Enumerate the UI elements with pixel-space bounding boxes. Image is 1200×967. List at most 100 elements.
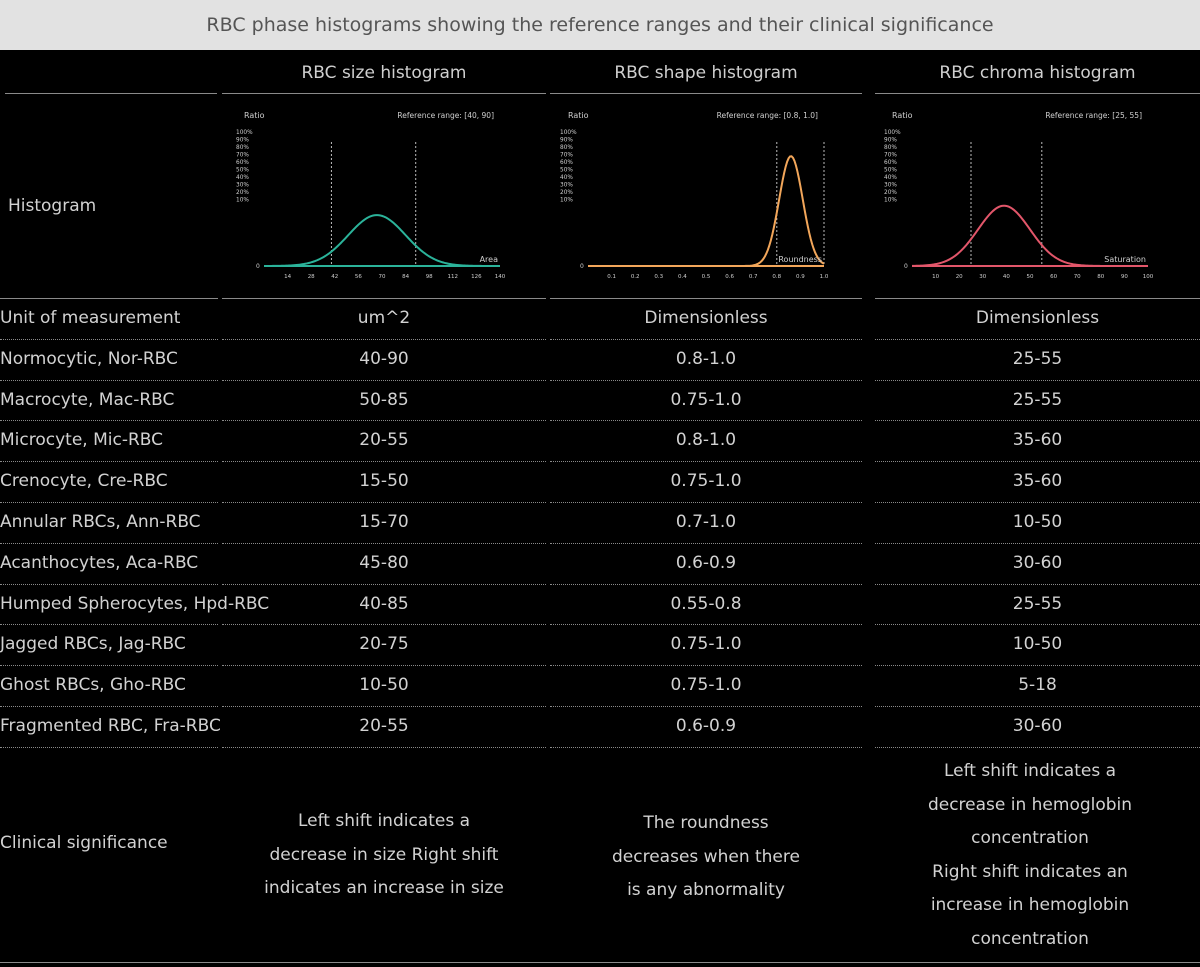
row-divider: [550, 461, 862, 463]
reference-range-label: Reference range: [25, 55]: [1045, 111, 1142, 120]
row-label: Crenocyte, Cre-RBC: [0, 471, 168, 492]
x-tick-label: 20: [956, 274, 963, 280]
clinical-size-text: Left shift indicates a decrease in size R…: [222, 805, 546, 906]
divider: [550, 93, 862, 94]
clinical-line: decrease in size Right shift: [269, 844, 499, 865]
row-divider: [550, 624, 862, 626]
y-tick-label: 50%: [884, 168, 897, 174]
bottom-divider: [0, 962, 1200, 963]
y-tick-label: 40%: [236, 175, 249, 181]
y-tick-label: 60%: [884, 160, 897, 166]
row-divider: [550, 583, 862, 585]
clinical-line: concentration: [971, 928, 1089, 949]
row-divider: [550, 746, 862, 748]
column-header-chroma: RBC chroma histogram: [939, 63, 1136, 83]
row-divider: [222, 665, 546, 667]
x-tick-label: 70: [1074, 274, 1081, 280]
row-label: Unit of measurement: [0, 308, 181, 328]
row-divider: [550, 502, 862, 503]
row-divider: [875, 583, 1200, 585]
x-tick-label: 14: [284, 274, 291, 280]
y-tick-label: 10%: [236, 198, 249, 204]
table-cell: um^2: [357, 308, 411, 328]
y-tick-label: 100%: [236, 130, 253, 136]
table-cell: 5-18: [1018, 675, 1057, 696]
clinical-line: is any abnormality: [627, 880, 785, 900]
row-divider: [875, 665, 1200, 667]
y-tick-label: 30%: [560, 183, 573, 189]
row-label: Normocytic, Nor-RBC: [0, 348, 178, 369]
table-cell: 0.6-0.9: [675, 716, 737, 736]
row-divider: [875, 746, 1200, 748]
y-tick-label: 70%: [884, 153, 897, 159]
table-cell: 10-50: [359, 675, 409, 696]
row-label: Fragmented RBC, Fra-RBC: [0, 716, 221, 736]
table-cell: 0.8-1.0: [675, 430, 737, 451]
distribution-curve: [588, 155, 825, 267]
shape-histogram: Ratio Reference range: [0.8, 1.0] 100% 90%8…: [560, 111, 829, 280]
row-divider: [0, 461, 218, 463]
table-cell: 20-55: [359, 430, 409, 451]
y-tick-label: 20%: [236, 190, 249, 196]
distribution-curve: [911, 204, 1148, 267]
table-cell: 30-60: [1012, 552, 1063, 573]
table-cell: 10-50: [1012, 634, 1063, 655]
distribution-curve: [263, 214, 500, 267]
clinical-line: decrease in hemoglobin: [927, 794, 1133, 815]
table-cell: 0.8-1.0: [675, 348, 737, 369]
clinical-line: The roundness: [643, 813, 769, 833]
histogram-row-label: Histogram: [8, 196, 97, 216]
table-cell: 40-90: [359, 348, 409, 369]
row-divider: [875, 706, 1200, 707]
row-divider: [0, 338, 218, 340]
clinical-shape-text: The roundness decreases when there is any …: [550, 807, 862, 908]
clinical-line: concentration: [971, 828, 1089, 848]
clinical-line: indicates an increase in size: [264, 878, 504, 898]
y-axis-title: Ratio: [568, 111, 589, 120]
table-cell: 20-55: [359, 716, 409, 736]
row-divider: [875, 624, 1200, 626]
row-label: Ghost RBCs, Gho-RBC: [0, 675, 186, 696]
size-histogram: Ratio Reference range: [40, 90] 100% 90%80%…: [236, 111, 506, 280]
x-axis-title: Area: [480, 255, 499, 264]
row-divider: [222, 542, 546, 544]
y-tick-label: 90%: [884, 138, 897, 144]
row-divider: [875, 379, 1200, 381]
table-cell: 25-55: [1012, 389, 1063, 410]
divider: [5, 93, 217, 94]
divider: [875, 93, 1200, 94]
x-tick-label: 80: [1097, 274, 1104, 280]
y-tick-label: 20%: [884, 190, 897, 196]
x-tick-label: 90: [1121, 274, 1128, 280]
row-label: Acanthocytes, Aca-RBC: [0, 552, 199, 573]
clinical-line: Left shift indicates a: [943, 761, 1117, 781]
y-tick-label: 50%: [236, 168, 249, 174]
row-divider: [550, 338, 862, 340]
y-axis-title: Ratio: [892, 111, 913, 120]
x-tick-label: 100: [1143, 274, 1154, 280]
table-cell: 20-75: [359, 634, 409, 655]
y-tick-label: 100%: [560, 130, 577, 136]
y-tick-label: 40%: [884, 175, 897, 181]
y-axis-title: Ratio: [244, 111, 265, 120]
y-tick-label: 60%: [236, 160, 249, 166]
row-divider: [222, 461, 546, 463]
row-divider: [222, 706, 546, 707]
table-cell: 0.75-1.0: [670, 471, 742, 492]
x-tick-label: 0.5: [702, 274, 711, 280]
row-divider: [0, 583, 218, 585]
x-tick-label: 0.6: [725, 274, 734, 280]
row-divider: [0, 665, 218, 667]
clinical-line: Left shift indicates a: [297, 811, 471, 831]
table-cell: 0.55-0.8: [670, 593, 742, 614]
row-divider: [550, 706, 862, 707]
row-divider: [0, 706, 218, 707]
y-tick-label: 20%: [560, 190, 573, 196]
y-tick-label: 50%: [560, 168, 573, 174]
x-tick-label: 42: [331, 274, 338, 280]
x-tick-label: 56: [355, 274, 362, 280]
row-label: Macrocyte, Mac-RBC: [0, 389, 175, 410]
x-tick-label: 112: [448, 274, 459, 280]
row-divider: [550, 542, 862, 544]
row-label: Jagged RBCs, Jag-RBC: [0, 634, 186, 655]
